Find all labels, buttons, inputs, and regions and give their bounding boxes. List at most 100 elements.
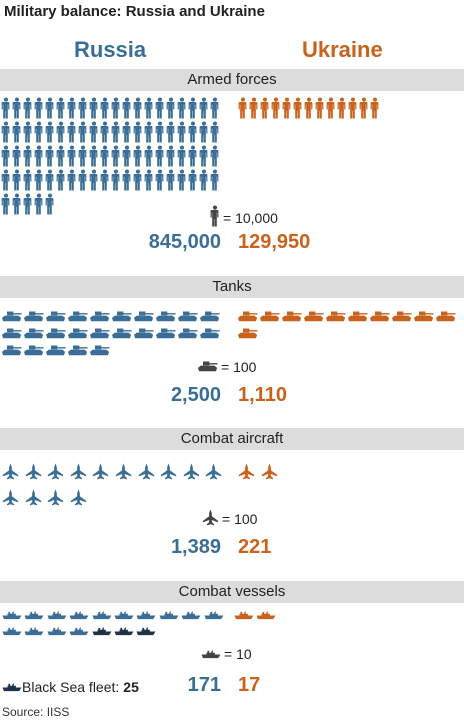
russia-soldier-icon-12-shape <box>122 97 131 119</box>
russia-soldier-icon-51 <box>111 145 120 167</box>
russia-tank-icon-2-shape <box>24 311 44 322</box>
russia-soldier-icon-77-shape <box>177 169 186 191</box>
russia-tank-icon-4-shape <box>68 311 88 322</box>
russia-tank-icon-20-shape <box>200 328 220 339</box>
section-header-combat-vessels: Combat vessels <box>0 581 464 603</box>
russia-ship-icon-8 <box>159 611 179 620</box>
russia-soldier-icon-58-shape <box>188 145 197 167</box>
russia-soldier-icon-24-shape <box>34 121 43 143</box>
russia-ship-icon-10 <box>204 611 223 620</box>
russia-tank-icon-11 <box>2 328 22 339</box>
russia-soldier-icon-28 <box>78 121 87 143</box>
russia-ship-icon-17-shape <box>136 627 156 636</box>
ukraine-soldier-icon-2 <box>249 97 258 119</box>
ukraine-tank-grid <box>238 311 458 339</box>
ukraine-soldier-icon-7-shape <box>304 97 313 119</box>
russia-soldier-icon-49 <box>89 145 98 167</box>
russia-soldier-icon-49-shape <box>89 145 98 167</box>
russia-soldier-icon-9-shape <box>89 97 98 119</box>
russia-soldier-icon-74 <box>144 169 153 191</box>
russia-soldier-icon-65-shape <box>45 169 54 191</box>
russia-soldier-icon-31-shape <box>111 121 120 143</box>
russia-soldier-icon-4-shape <box>34 97 43 119</box>
russia-vessel-grid <box>2 611 226 636</box>
russia-soldier-icon-85 <box>45 193 54 215</box>
ukraine-vessel-grid <box>234 611 458 620</box>
ukraine-tank-icon-8 <box>392 311 412 322</box>
russia-soldier-icon-27-shape <box>67 121 76 143</box>
russia-jet-icon-13 <box>48 489 64 506</box>
russia-soldier-icon-15 <box>155 97 164 119</box>
russia-soldier-icon-77 <box>177 169 186 191</box>
ukraine-soldier-icon-4-shape <box>271 97 280 119</box>
russia-soldier-icon-54-shape <box>144 145 153 167</box>
russia-tank-icon-13 <box>46 328 66 339</box>
unit-key-tanks-label: = 100 <box>221 359 257 375</box>
ukraine-tank-icon-11-shape <box>238 328 258 339</box>
russia-tank-icon-6-shape <box>112 311 132 322</box>
russia-ship-icon-15-shape <box>92 627 112 636</box>
russia-soldier-icon-61-shape <box>1 169 10 191</box>
russia-tank-icon-13-shape <box>46 328 66 339</box>
ukraine-aircraft-grid <box>238 463 464 480</box>
black-sea-fleet-note: Black Sea fleet: 25 <box>2 679 139 695</box>
russia-tank-icon-14-shape <box>68 328 88 339</box>
russia-soldier-icon-11 <box>111 97 120 119</box>
ukraine-tank-icon-9-shape <box>414 311 434 322</box>
russia-soldier-icon-71 <box>111 169 120 191</box>
russia-soldier-icon-10-shape <box>100 97 109 119</box>
russia-soldier-icon-54 <box>144 145 153 167</box>
ukraine-tank-icon-4-shape <box>304 311 324 322</box>
russia-soldier-icon-5 <box>45 97 54 119</box>
ukraine-soldier-icon-1 <box>238 97 247 119</box>
black-sea-fleet-label: Black Sea fleet: <box>22 679 120 695</box>
russia-tank-icon-17-shape <box>134 328 154 339</box>
russia-tank-icon-5 <box>90 311 110 322</box>
russia-soldier-grid <box>1 97 221 215</box>
ukraine-tank-icon-4 <box>304 311 324 322</box>
russia-soldier-icon-80-shape <box>210 169 219 191</box>
russia-jet-icon-3-shape <box>48 463 64 480</box>
russia-soldier-icon-19-shape <box>199 97 208 119</box>
ukraine-tank-icon-1 <box>238 311 258 322</box>
russia-soldier-icon-20-shape <box>210 97 219 119</box>
russia-ship-icon-2-shape <box>24 611 44 620</box>
russia-tank-icon-3 <box>46 311 66 322</box>
russia-tank-icon-21 <box>2 345 22 356</box>
ukraine-tank-icon-10 <box>436 311 456 322</box>
russia-tank-icon-15-shape <box>90 328 110 339</box>
jet-key-icon <box>202 509 222 529</box>
russia-jet-icon-2 <box>25 463 41 480</box>
russia-soldier-icon-22-shape <box>12 121 21 143</box>
russia-tank-icon-25 <box>90 345 110 356</box>
ukraine-tank-icon-6 <box>348 311 368 322</box>
russia-soldier-icon-44 <box>34 145 43 167</box>
russia-soldier-icon-79-shape <box>199 169 208 191</box>
jet-key-glyph-shape <box>202 509 219 526</box>
ukraine-soldier-icon-13-shape <box>370 97 379 119</box>
russia-soldier-icon-59-shape <box>199 145 208 167</box>
ukraine-soldier-icon-11 <box>348 97 357 119</box>
russia-soldier-icon-24 <box>34 121 43 143</box>
russia-soldier-icon-30 <box>100 121 109 143</box>
russia-tank-icon-24-shape <box>68 345 88 356</box>
russia-jet-icon-7-shape <box>138 463 154 480</box>
russia-ship-icon-5-shape <box>92 611 112 620</box>
russia-soldier-icon-34 <box>144 121 153 143</box>
ukraine-soldier-icon-9-shape <box>326 97 335 119</box>
ukraine-tank-icon-1-shape <box>238 311 258 322</box>
russia-ship-icon-7-shape <box>136 611 156 620</box>
russia-soldier-icon-48-shape <box>78 145 87 167</box>
russia-jet-icon-5-shape <box>93 463 109 480</box>
russia-tank-icon-22-shape <box>24 345 44 356</box>
russia-soldier-icon-8 <box>78 97 87 119</box>
russia-soldier-icon-37-shape <box>177 121 186 143</box>
ukraine-jet-icon-1 <box>238 463 255 480</box>
soldier-key-glyph <box>210 205 219 227</box>
russia-soldier-icon-44-shape <box>34 145 43 167</box>
russia-soldier-icon-23-shape <box>23 121 32 143</box>
russia-soldier-icon-63-shape <box>23 169 32 191</box>
russia-ship-icon-1-shape <box>2 611 22 620</box>
russia-tank-icon-5-shape <box>90 311 110 322</box>
russia-ship-icon-13 <box>47 627 67 636</box>
